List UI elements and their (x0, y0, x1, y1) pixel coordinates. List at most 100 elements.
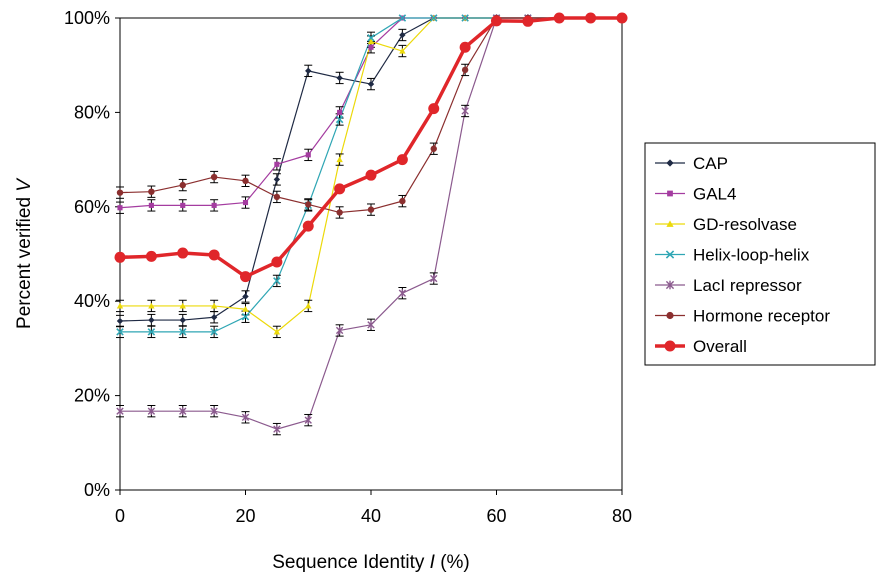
point-helix-loop-helix (147, 328, 156, 336)
point-cap (336, 74, 343, 82)
x-axis-label-var: I (430, 552, 436, 573)
legend-label-helix-loop-helix: Helix-loop-helix (693, 246, 810, 265)
legend-marker-helix-loop-helix (665, 250, 675, 259)
point-hormone-receptor (305, 201, 312, 208)
point-laci-repressor (367, 320, 375, 329)
y-axis-label: Percent verified V (14, 177, 35, 329)
point-helix-loop-helix (210, 328, 218, 336)
point-hormone-receptor (148, 188, 155, 195)
x-axis-label: Sequence Identity I (%) (272, 552, 470, 573)
x-axis-label-text: Sequence Identity (272, 552, 425, 573)
point-gal4 (180, 202, 186, 208)
point-helix-loop-helix (461, 14, 469, 22)
point-laci-repressor (430, 274, 438, 283)
point-gal4 (274, 161, 280, 167)
series-line-cap (119, 17, 622, 322)
point-overall (271, 256, 283, 268)
point-gd-resolvase (399, 47, 406, 54)
x-tick-label: 80 (612, 506, 632, 526)
x-tick-label: 0 (115, 506, 125, 526)
point-cap (116, 317, 124, 325)
point-laci-repressor (241, 413, 250, 422)
point-helix-loop-helix (429, 14, 438, 22)
point-overall (365, 169, 377, 181)
y-tick-label: 100% (64, 8, 110, 28)
point-laci-repressor (116, 407, 124, 416)
point-helix-loop-helix (178, 328, 187, 336)
point-laci-repressor (210, 407, 218, 416)
x-tick-label: 40 (361, 506, 381, 526)
y-tick-label: 80% (74, 102, 110, 122)
point-overall (585, 12, 597, 24)
point-gd-resolvase (242, 306, 249, 312)
point-overall (334, 183, 346, 195)
y-tick-label: 60% (74, 197, 110, 217)
point-overall (522, 15, 534, 27)
point-overall (177, 247, 189, 259)
legend-label-cap: CAP (693, 154, 728, 173)
legend-marker-gal4 (667, 190, 673, 197)
point-helix-loop-helix (335, 115, 344, 124)
point-overall (302, 220, 314, 232)
y-axis-label-text: Percent verified (14, 197, 35, 329)
point-laci-repressor (179, 407, 187, 416)
point-cap (148, 316, 155, 324)
point-gd-resolvase (367, 38, 375, 45)
axes: 0% 20% 40% 60% 80% 100% 0 20 40 60 80 (64, 8, 632, 526)
x-axis-label-unit: (%) (440, 552, 470, 573)
markers-layer (114, 12, 628, 433)
point-overall (145, 250, 157, 262)
point-cap (305, 67, 312, 75)
point-cap (210, 314, 218, 321)
x-tick-label: 20 (235, 506, 255, 526)
point-laci-repressor (147, 407, 156, 416)
point-overall (428, 103, 440, 115)
point-gal4 (117, 205, 123, 211)
point-gal4 (368, 44, 374, 50)
point-helix-loop-helix (398, 14, 407, 22)
point-cap (273, 176, 281, 183)
point-laci-repressor (461, 107, 469, 115)
point-gal4 (211, 202, 217, 208)
point-cap (367, 80, 375, 88)
legend-label-hormone-receptor: Hormone receptor (693, 307, 830, 326)
point-helix-loop-helix (273, 277, 281, 285)
point-laci-repressor (335, 326, 344, 335)
point-hormone-receptor (242, 177, 249, 185)
point-overall (459, 41, 471, 53)
point-gd-resolvase (116, 302, 124, 309)
point-gd-resolvase (148, 302, 155, 309)
point-hormone-receptor (273, 193, 281, 201)
x-tick-label: 60 (486, 506, 506, 526)
point-helix-loop-helix (367, 34, 375, 42)
y-axis-label-var: V (14, 177, 35, 192)
point-hormone-receptor (367, 206, 375, 213)
point-gd-resolvase (210, 302, 218, 309)
point-hormone-receptor (336, 209, 343, 216)
point-overall (616, 12, 628, 24)
point-gal4 (148, 202, 154, 208)
point-laci-repressor (273, 425, 281, 433)
point-cap (242, 293, 249, 300)
point-overall (491, 15, 502, 27)
point-gd-resolvase (179, 302, 186, 309)
point-overall (114, 251, 126, 263)
point-hormone-receptor (430, 145, 437, 152)
legend-marker-hormone-receptor (666, 311, 674, 320)
point-gal4 (337, 109, 343, 115)
error-bars (116, 28, 470, 436)
legend-label-gal4: GAL4 (693, 185, 736, 204)
y-tick-label: 0% (84, 480, 110, 500)
point-helix-loop-helix (116, 328, 124, 336)
point-cap (179, 316, 186, 324)
legend-label-laci-repressor: LacI repressor (693, 276, 802, 295)
point-gal4 (305, 152, 311, 158)
point-hormone-receptor (116, 189, 124, 196)
y-tick-label: 20% (74, 386, 110, 406)
legend-label-overall: Overall (693, 337, 747, 356)
legend-marker-overall (664, 340, 676, 352)
point-laci-repressor (398, 289, 407, 298)
point-gal4 (242, 199, 249, 206)
point-hormone-receptor (461, 66, 469, 74)
